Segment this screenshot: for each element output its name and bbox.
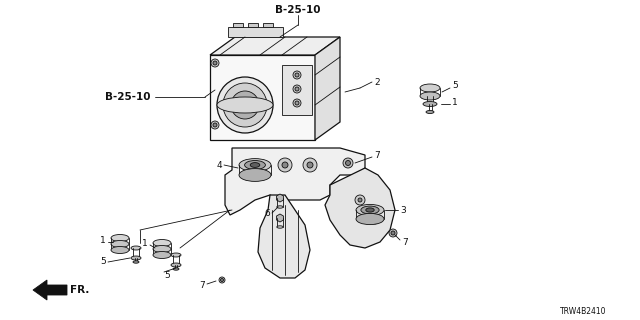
Circle shape [239, 99, 251, 111]
Ellipse shape [173, 268, 179, 270]
Ellipse shape [361, 206, 379, 214]
Ellipse shape [111, 235, 129, 242]
Text: B-25-10: B-25-10 [275, 5, 321, 15]
Text: 4: 4 [216, 161, 222, 170]
Bar [210, 55, 315, 140]
Text: 7: 7 [374, 150, 380, 159]
Circle shape [293, 85, 301, 93]
Text: 5: 5 [164, 270, 170, 279]
Text: 5: 5 [452, 81, 458, 90]
Circle shape [358, 198, 362, 202]
Text: 1: 1 [452, 98, 458, 107]
Circle shape [303, 158, 317, 172]
Ellipse shape [111, 241, 129, 247]
Ellipse shape [420, 84, 440, 92]
Ellipse shape [250, 163, 260, 167]
Polygon shape [210, 37, 340, 55]
Ellipse shape [131, 246, 141, 250]
Bar [228, 27, 283, 37]
Circle shape [213, 61, 217, 65]
Ellipse shape [426, 110, 434, 114]
Circle shape [211, 121, 219, 129]
Ellipse shape [277, 206, 284, 208]
Circle shape [295, 101, 299, 105]
Circle shape [355, 195, 365, 205]
Ellipse shape [111, 246, 129, 253]
Circle shape [293, 71, 301, 79]
Ellipse shape [171, 263, 181, 267]
Bar [248, 23, 258, 27]
Text: B-25-10: B-25-10 [104, 92, 150, 102]
Circle shape [217, 77, 273, 133]
Ellipse shape [171, 253, 181, 257]
Polygon shape [325, 168, 395, 248]
Ellipse shape [153, 252, 171, 259]
Polygon shape [225, 148, 365, 215]
Circle shape [213, 123, 217, 127]
Text: 6: 6 [264, 209, 270, 218]
Ellipse shape [356, 213, 384, 225]
Circle shape [307, 162, 313, 168]
Circle shape [371, 216, 379, 224]
Ellipse shape [153, 245, 171, 252]
Text: 7: 7 [402, 237, 408, 246]
Circle shape [282, 162, 288, 168]
Ellipse shape [366, 208, 374, 212]
Circle shape [346, 161, 351, 165]
Circle shape [223, 83, 267, 127]
Polygon shape [258, 195, 310, 278]
Ellipse shape [420, 92, 440, 100]
Circle shape [278, 158, 292, 172]
Bar [263, 23, 273, 27]
Text: 3: 3 [400, 205, 406, 214]
Ellipse shape [239, 159, 271, 172]
Circle shape [293, 99, 301, 107]
Ellipse shape [244, 161, 266, 170]
Ellipse shape [133, 261, 139, 263]
Ellipse shape [217, 97, 273, 113]
Text: 5: 5 [100, 258, 106, 267]
Polygon shape [315, 37, 340, 140]
Bar [233, 23, 243, 27]
Circle shape [295, 87, 299, 91]
Text: 7: 7 [199, 281, 205, 290]
Circle shape [389, 229, 397, 237]
Text: 2: 2 [374, 77, 380, 86]
Circle shape [221, 278, 223, 282]
Text: 1: 1 [100, 236, 106, 244]
Ellipse shape [356, 204, 384, 216]
Text: FR.: FR. [70, 285, 90, 295]
Circle shape [391, 231, 395, 235]
Circle shape [295, 73, 299, 77]
Text: TRW4B2410: TRW4B2410 [560, 308, 607, 316]
Bar [282, 65, 312, 115]
Polygon shape [276, 194, 284, 202]
Polygon shape [276, 214, 284, 222]
Ellipse shape [277, 226, 284, 228]
Ellipse shape [239, 169, 271, 181]
Circle shape [219, 277, 225, 283]
Circle shape [211, 59, 219, 67]
Text: 1: 1 [142, 238, 148, 247]
Polygon shape [33, 280, 67, 300]
Ellipse shape [153, 239, 171, 246]
Ellipse shape [131, 256, 141, 260]
Ellipse shape [423, 101, 437, 107]
Circle shape [231, 91, 259, 119]
Circle shape [343, 158, 353, 168]
